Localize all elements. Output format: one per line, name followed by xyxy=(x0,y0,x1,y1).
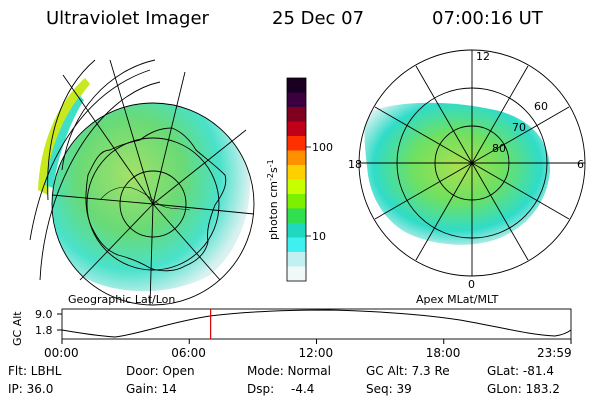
ytick-9.0: 9.0 xyxy=(35,308,53,321)
magnetic-image: 12 18 6 0 60 70 80 xyxy=(348,49,586,291)
dsp-value: -4.4 xyxy=(291,382,315,396)
colorbar-tick-10: 10 xyxy=(312,230,326,243)
ip-info: IP: 36.0 xyxy=(8,382,54,396)
mlt-label-18: 18 xyxy=(348,158,362,171)
colorbar-stripe xyxy=(287,252,306,268)
colorbar-stripe xyxy=(287,107,306,123)
filter-info: Flt: LBHL xyxy=(8,364,62,378)
xtick-label: 06:00 xyxy=(171,346,206,360)
mlt-label-6: 6 xyxy=(577,158,584,171)
page-title: Ultraviolet Imager xyxy=(46,8,209,29)
orbit-altitude-curve xyxy=(61,309,572,338)
orbit-ylabel: GC Alt xyxy=(11,311,24,346)
glon-info: GLon: 183.2 xyxy=(487,382,560,396)
seq-info: Seq: 39 xyxy=(366,382,412,396)
aurora-emission-right xyxy=(364,102,550,245)
colorbar-stripe xyxy=(287,179,306,195)
colorbar-stripe xyxy=(287,223,306,239)
coastline xyxy=(85,127,227,272)
colorbar-stripe xyxy=(287,78,306,94)
orbit-plot-frame xyxy=(61,308,572,340)
colorbar-unit-label: photon cm-2s-1 xyxy=(266,159,280,240)
lat-label-60: 60 xyxy=(534,100,548,113)
colorbar-stripe xyxy=(287,266,306,282)
mlat-mlt-grid xyxy=(358,49,586,277)
colorbar-stripe xyxy=(287,121,306,137)
xtick-label: 00:00 xyxy=(44,346,79,360)
lat-label-70: 70 xyxy=(512,121,526,134)
dsp-label: Dsp: xyxy=(247,382,275,396)
gain-info: Gain: 14 xyxy=(126,382,177,396)
lat-lon-grid xyxy=(29,59,255,306)
gc-alt-info: GC Alt: 7.3 Re xyxy=(366,364,450,378)
geographic-image xyxy=(29,59,255,306)
left-panel-caption: Geographic Lat/Lon xyxy=(68,293,175,306)
aurora-edge-strip-2 xyxy=(45,96,84,188)
map-boundary xyxy=(51,102,255,306)
colorbar-stripe xyxy=(287,194,306,210)
time-label: 07:00:16 UT xyxy=(432,8,543,29)
colorbar-stripe xyxy=(287,92,306,108)
mlt-label-0: 0 xyxy=(468,278,475,291)
date-label: 25 Dec 07 xyxy=(272,8,365,29)
aurora-emission-left xyxy=(52,103,251,292)
colorbar-stripe xyxy=(287,150,306,166)
orbit-plot: 9.0 1.8 GC Alt 00:00 06:00 12:00 18:00 23:59 xyxy=(11,308,572,360)
mlt-label-12: 12 xyxy=(476,50,490,63)
glat-info: GLat: -81.4 xyxy=(487,364,554,378)
colorbar-stripe xyxy=(287,136,306,152)
ytick-1.8: 1.8 xyxy=(35,324,53,337)
right-panel-caption: Apex MLat/MLT xyxy=(416,293,499,306)
colorbar-stripe xyxy=(287,237,306,253)
colorbar: 100 10 photon cm-2s-1 xyxy=(266,77,333,282)
xtick-label: 18:00 xyxy=(426,346,461,360)
door-info: Door: Open xyxy=(126,364,195,378)
colorbar-frame xyxy=(286,77,307,282)
lat-label-80: 80 xyxy=(492,142,506,155)
xtick-label: 23:59 xyxy=(537,346,572,360)
coastline-inner xyxy=(99,186,191,211)
colorbar-tick-100: 100 xyxy=(312,141,333,154)
colorbar-stripe xyxy=(287,208,306,224)
colorbar-stripe xyxy=(287,165,306,181)
mode-info: Mode: Normal xyxy=(247,364,331,378)
xtick-label: 12:00 xyxy=(299,346,334,360)
